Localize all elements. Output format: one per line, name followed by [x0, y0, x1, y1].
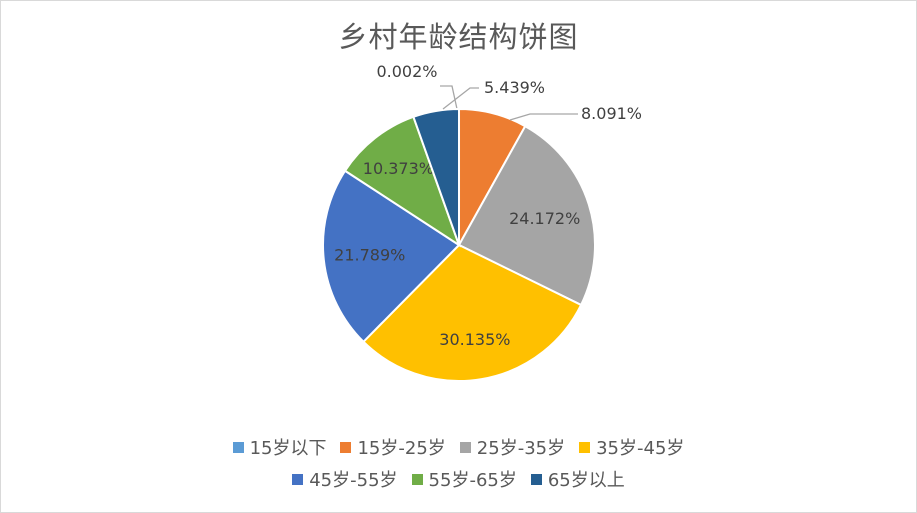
legend-swatch — [411, 473, 423, 485]
legend-swatch — [340, 441, 352, 453]
slice-data-label: 30.135% — [439, 330, 510, 349]
legend-swatch — [232, 441, 244, 453]
legend-item[interactable]: 55岁-65岁 — [411, 466, 517, 492]
legend-swatch — [459, 441, 471, 453]
chart-title: 乡村年龄结构饼图 — [338, 20, 579, 54]
slice-data-label: 24.172% — [509, 209, 580, 228]
legend-row-2: 45岁-55岁 55岁-65岁 65岁以上 — [0, 466, 917, 492]
leader-line — [509, 113, 578, 121]
legend-label: 35岁-45岁 — [596, 438, 685, 459]
pie-slice[interactable] — [412, 107, 460, 246]
legend-swatch — [579, 441, 591, 453]
slice-data-label: 0.002% — [376, 62, 437, 81]
legend-label: 45岁-55岁 — [309, 470, 398, 491]
slice-data-label: 8.091% — [581, 104, 642, 123]
legend-label: 65岁以上 — [547, 470, 625, 491]
legend-swatch — [530, 473, 542, 485]
legend-item[interactable]: 15岁以下 — [232, 434, 327, 460]
pie-slice[interactable] — [322, 169, 461, 344]
leader-line — [440, 85, 458, 110]
slice-data-label: 5.439% — [484, 78, 545, 97]
legend-label: 55岁-65岁 — [428, 470, 517, 491]
legend-swatch — [292, 473, 304, 485]
leader-line — [442, 87, 479, 110]
legend-item[interactable]: 15岁-25岁 — [340, 434, 446, 460]
legend-label: 15岁-25岁 — [357, 438, 446, 459]
slice-data-label: 21.789% — [334, 246, 405, 265]
slice-data-label: 10.373% — [363, 159, 434, 178]
pie-slice[interactable] — [343, 115, 461, 248]
legend-label: 15岁以下 — [249, 438, 327, 459]
legend-row-1: 15岁以下 15岁-25岁 25岁-35岁 35岁-45岁 — [0, 434, 917, 460]
legend-item[interactable]: 25岁-35岁 — [459, 434, 566, 460]
legend-label: 25岁-35岁 — [476, 438, 566, 459]
pie-slice[interactable] — [362, 243, 583, 382]
legend-item[interactable]: 35岁-45岁 — [579, 434, 684, 460]
pie-slice[interactable] — [457, 124, 596, 307]
legend-item[interactable]: 65岁以上 — [530, 466, 625, 492]
legend-item[interactable]: 45岁-55岁 — [292, 466, 398, 492]
